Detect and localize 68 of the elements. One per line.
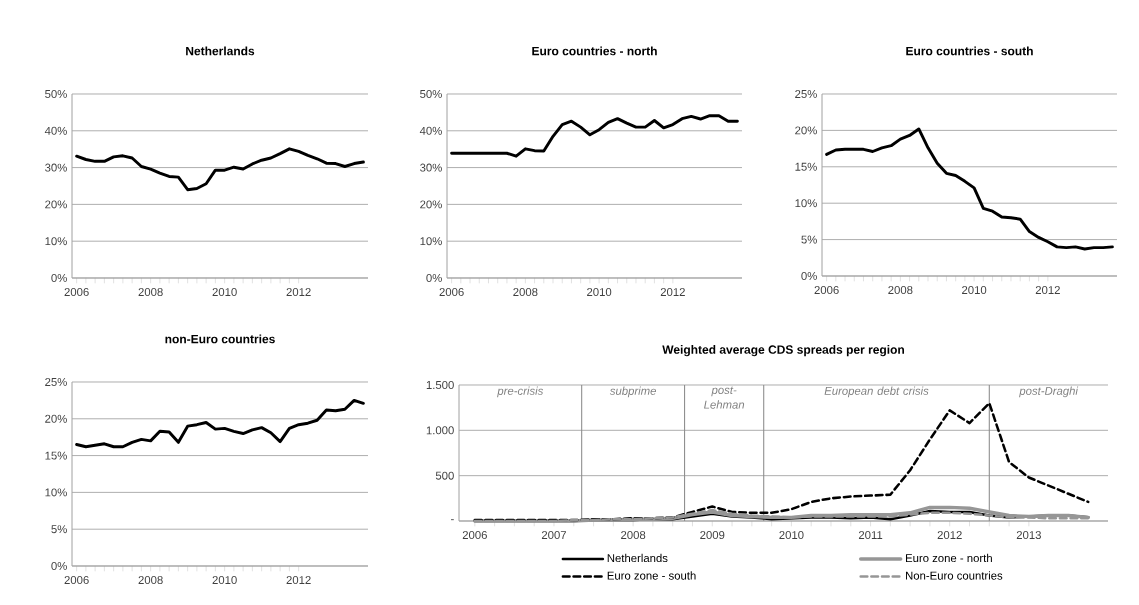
y-tick-label: 5% xyxy=(51,525,67,534)
x-tick-label: 2010 xyxy=(587,288,612,297)
y-tick-label: 500 xyxy=(435,471,454,480)
x-tick-label: 2006 xyxy=(64,576,89,585)
annotation: European debt crisis xyxy=(824,386,929,398)
x-tick-label: 2010 xyxy=(212,576,237,585)
x-tick-label: 2010 xyxy=(212,288,237,297)
x-tick-label: 2006 xyxy=(814,286,839,295)
y-tick-label: 15% xyxy=(795,162,817,171)
x-tick-label: 2010 xyxy=(962,286,987,295)
chart-title: Netherlands xyxy=(186,46,255,56)
y-tick-label: 1.500 xyxy=(426,380,454,389)
annotation: subprime xyxy=(609,386,656,398)
y-tick-label: 15% xyxy=(45,451,67,460)
line-series xyxy=(75,398,365,449)
x-tick-label: 2010 xyxy=(779,531,804,540)
x-tick-label: 2012 xyxy=(286,288,311,297)
x-tick-label: 2012 xyxy=(660,288,685,297)
y-tick-label: 0% xyxy=(801,271,817,280)
x-tick-label: 2008 xyxy=(138,288,163,297)
legend-label: Netherlands xyxy=(607,553,668,563)
y-tick-label: 20% xyxy=(420,200,442,209)
y-tick-label: 30% xyxy=(45,163,67,172)
x-tick-label: 2012 xyxy=(286,576,311,585)
x-tick-label: 2006 xyxy=(64,288,89,297)
chart-title: Weighted average CDS spreads per region xyxy=(662,345,905,357)
y-tick-label: 40% xyxy=(44,126,67,135)
y-tick-label: 20% xyxy=(45,200,67,209)
legend-label: Euro zone - north xyxy=(906,553,992,563)
x-tick-label: 2009 xyxy=(700,531,725,540)
y-tick-label: 50% xyxy=(420,89,442,98)
y-tick-label: 1.000 xyxy=(426,426,454,435)
y-tick-label: - xyxy=(451,519,454,521)
y-tick-label: 10% xyxy=(420,237,442,246)
y-tick-label: 25% xyxy=(795,89,817,98)
x-tick-label: 2008 xyxy=(138,576,163,585)
y-tick-label: 0% xyxy=(426,273,442,282)
annotation: post-Lehman xyxy=(704,386,745,409)
y-tick-label: 10% xyxy=(795,199,817,208)
x-tick-label: 2007 xyxy=(541,531,567,540)
x-tick-label: 2012 xyxy=(1035,286,1060,295)
x-tick-label: 2008 xyxy=(513,288,538,297)
y-tick-label: 30% xyxy=(420,163,442,172)
x-tick-label: 2011 xyxy=(858,531,883,540)
x-tick-label: 2006 xyxy=(439,288,464,297)
x-tick-label: 2008 xyxy=(621,531,646,540)
annotation: post-Draghi xyxy=(1019,386,1079,398)
y-tick-label: 40% xyxy=(419,126,442,135)
x-tick-label: 2012 xyxy=(937,531,962,540)
y-tick-label: 5% xyxy=(801,235,817,244)
y-tick-label: 25% xyxy=(45,377,67,386)
chart-title: Euro countries - south xyxy=(906,46,1033,56)
y-tick-label: 0% xyxy=(51,561,67,570)
x-tick-label: 2006 xyxy=(462,531,487,540)
y-tick-label: 50% xyxy=(45,89,67,98)
y-tick-label: 20% xyxy=(45,414,67,423)
y-tick-label: 20% xyxy=(795,126,817,135)
legend-label: Non-Euro countries xyxy=(906,571,1003,580)
y-tick-label: 0% xyxy=(51,273,67,282)
x-tick-label: 2008 xyxy=(888,286,913,295)
legend-label: Euro zone - south xyxy=(607,571,696,580)
x-tick-label: 2013 xyxy=(1016,531,1041,540)
line-series xyxy=(75,147,365,192)
y-tick-label: 10% xyxy=(45,488,67,497)
chart-title: non-Euro countries xyxy=(165,334,275,344)
chart-title: Euro countries - north xyxy=(532,46,657,56)
y-tick-label: 10% xyxy=(45,237,67,246)
annotation: pre-crisis xyxy=(497,386,544,398)
